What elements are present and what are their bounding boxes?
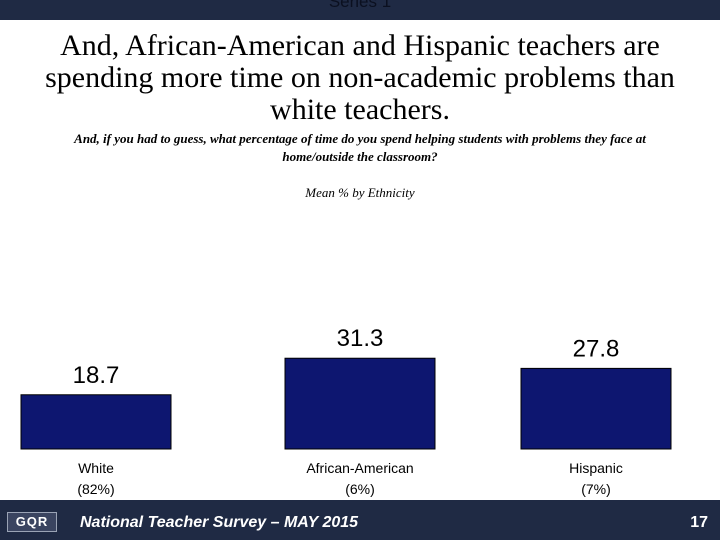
top-bar: Series 1 — [0, 0, 720, 20]
bar-value-label: 27.8 — [573, 335, 620, 362]
bar-african-american — [284, 357, 436, 450]
bar-value-label: 31.3 — [337, 325, 384, 352]
slide-title: And, African-American and Hispanic teach… — [45, 29, 675, 126]
category-share-label: (7%) — [581, 481, 611, 497]
category-share-label: (82%) — [77, 481, 114, 497]
series-label: Series 1 — [328, 0, 392, 11]
category-label: White — [78, 460, 114, 476]
category-label: Hispanic — [569, 460, 623, 476]
footer-bar: GQR National Teacher Survey – MAY 2015 1… — [0, 500, 720, 540]
slide-subtitle: And, if you had to guess, what percentag… — [74, 131, 646, 164]
bar-chart: 18.7 White (82%) 31.3 African-American (6%) 27… — [20, 325, 672, 497]
gqr-logo: GQR — [7, 512, 57, 532]
chart-caption: Mean % by Ethnicity — [305, 185, 415, 200]
bar-white — [20, 394, 172, 450]
footer-survey-title: National Teacher Survey – MAY 2015 — [80, 514, 359, 531]
bar-hispanic — [520, 367, 672, 450]
bar-value-label: 18.7 — [73, 362, 120, 389]
category-share-label: (6%) — [345, 481, 375, 497]
page-number: 17 — [690, 514, 708, 531]
category-label: African-American — [306, 460, 413, 476]
